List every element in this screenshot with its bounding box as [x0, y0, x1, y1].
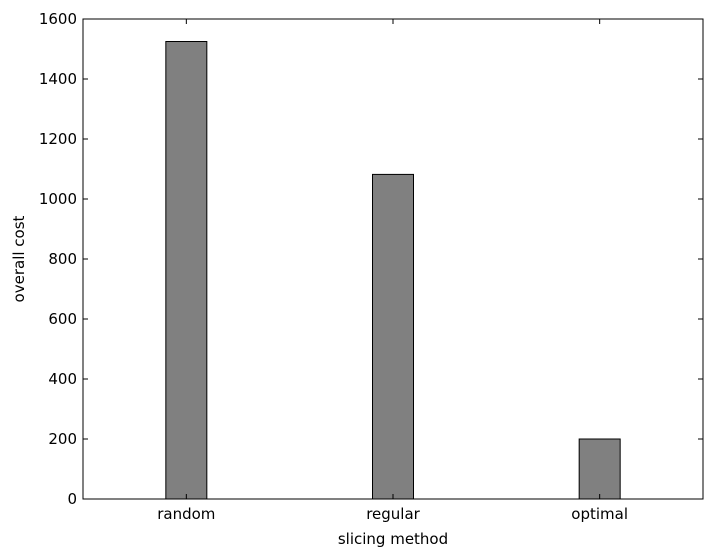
x-tick-label: random	[157, 505, 215, 523]
bar-regular	[372, 173, 414, 500]
y-tick-label: 0	[67, 490, 77, 508]
y-tick-label: 1600	[39, 10, 77, 28]
x-tick-label: optimal	[571, 505, 628, 523]
ticks-group: random regular optimal 0 200 400 600 800 1000 120…	[39, 10, 703, 523]
bars-group	[165, 41, 621, 500]
y-tick-label: 800	[48, 250, 77, 268]
x-axis-label: slicing method	[338, 530, 448, 548]
y-tick-label: 1000	[39, 190, 77, 208]
y-axis-label: overall cost	[10, 215, 28, 302]
y-tick-label: 1400	[39, 70, 77, 88]
plot-frame	[82, 18, 704, 500]
y-tick-label: 600	[48, 310, 77, 328]
bar-optimal	[578, 438, 621, 500]
bar-random	[165, 41, 208, 500]
y-tick-label: 200	[48, 430, 77, 448]
x-tick-label: regular	[366, 505, 420, 523]
y-tick-label: 400	[48, 370, 77, 388]
y-tick-label: 1200	[39, 130, 77, 148]
